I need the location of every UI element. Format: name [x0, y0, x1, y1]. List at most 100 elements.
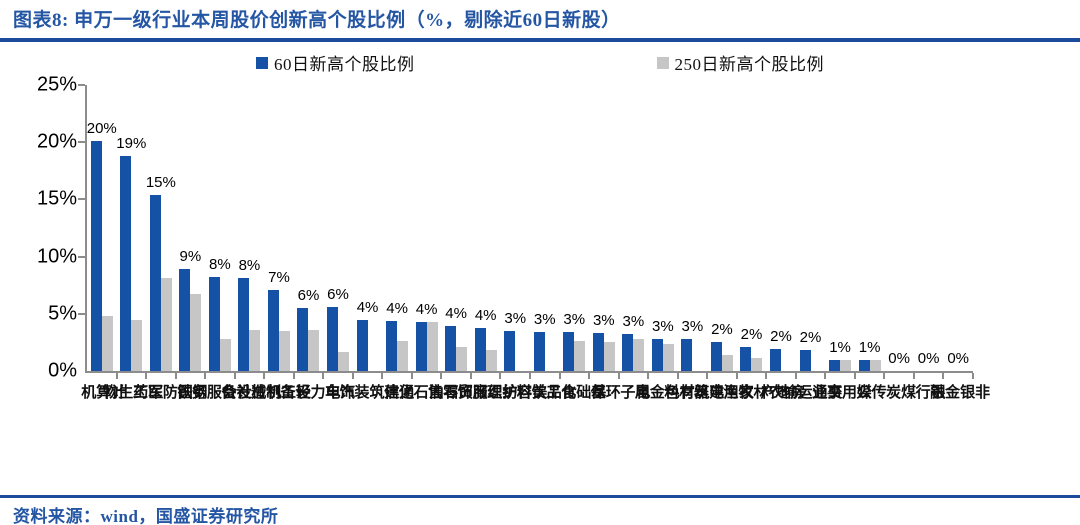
- bar-group: 6% 汽车: [323, 85, 354, 401]
- bar-value-label: 4%: [386, 300, 408, 317]
- bar-pair: [740, 347, 763, 371]
- bar-pair: [858, 360, 881, 371]
- x-axis-tick: [292, 373, 295, 379]
- bar-group: 3% 美容护理: [485, 85, 546, 401]
- bar-60d: [415, 322, 427, 371]
- bottom-divider: [0, 495, 1080, 498]
- category-label: 基础化工: [544, 384, 606, 401]
- bar-group: 0% 煤炭: [884, 85, 915, 401]
- x-axis-tick: [499, 373, 502, 379]
- bar-group: 4% 建筑装饰: [338, 85, 399, 401]
- bar-250d: [249, 330, 261, 371]
- bar-60d: [504, 331, 516, 371]
- bar-value-label: 2%: [799, 329, 822, 346]
- category-label: 有色金属: [632, 384, 694, 401]
- bar-value-label: 2%: [711, 321, 733, 338]
- bar-group: 2% 交通运输: [781, 85, 842, 401]
- x-axis-tick: [263, 373, 266, 379]
- bar-60d: [710, 342, 722, 371]
- y-axis-label: 15%: [36, 187, 77, 210]
- bar-250d: [190, 294, 202, 371]
- chart-title: 图表8: 申万一级行业本周股价创新高个股比例（%，剔除近60日新股）: [13, 10, 621, 31]
- x-axis-tick: [735, 373, 738, 379]
- legend-swatch-250d-icon: [656, 56, 669, 69]
- bar-pair: [829, 360, 852, 371]
- category-label: 房地产: [758, 384, 805, 401]
- bar-250d: [278, 331, 290, 371]
- x-axis-tick: [528, 373, 531, 379]
- category-label: 美容护理: [485, 384, 547, 401]
- category-label: 食品饮料: [514, 384, 576, 401]
- y-axis-tick: [78, 255, 85, 258]
- category-label: 传媒: [854, 384, 886, 401]
- category-label: 银行: [913, 384, 945, 401]
- bar-value-label: 3%: [563, 311, 586, 328]
- bar-pair: [504, 331, 526, 371]
- x-axis-tick: [233, 373, 236, 379]
- bar-pair: [238, 278, 261, 371]
- x-axis-tick: [440, 373, 443, 379]
- bar-60d: [179, 269, 191, 371]
- category-label: 非银金融: [928, 384, 990, 401]
- x-axis-tick: [912, 373, 915, 379]
- y-axis-label: 5%: [48, 302, 77, 325]
- bar-250d: [219, 339, 231, 371]
- bar-group: 3% 食品饮料: [515, 85, 576, 401]
- bar-250d: [308, 330, 320, 371]
- bar-group: 1% 传媒: [855, 85, 886, 401]
- category-label: 计算机: [79, 384, 126, 401]
- bar-pair: [90, 141, 113, 371]
- bar-group: 7% 轻工制造: [249, 85, 310, 401]
- bar-pair: [474, 328, 497, 371]
- x-axis-tick: [145, 373, 148, 379]
- y-axis-tick: [78, 312, 85, 315]
- bar-60d: [563, 332, 575, 371]
- bar-group: 4% 石油石化: [397, 85, 458, 401]
- category-label: 建筑材料: [662, 384, 724, 401]
- legend-label-250d: 250日新高个股比例: [674, 55, 824, 74]
- bar-pair: [179, 269, 202, 371]
- top-divider: [0, 38, 1080, 42]
- bar-value-label: 20%: [86, 120, 117, 137]
- x-axis-tick: [588, 373, 591, 379]
- bar-pair: [799, 350, 822, 371]
- x-axis-tick: [942, 373, 945, 379]
- category-label: 汽车: [323, 384, 355, 401]
- x-axis-tick: [617, 373, 620, 379]
- bar-60d: [829, 360, 841, 371]
- bar-pair: [386, 321, 409, 371]
- x-axis-tick: [794, 373, 797, 379]
- bar-value-label: 8%: [238, 257, 261, 274]
- bar-250d: [751, 358, 763, 371]
- bar-60d: [238, 278, 250, 371]
- bar-group: 3% 基础化工: [544, 85, 605, 401]
- bar-group: 19% 医药生物: [101, 85, 162, 401]
- category-label: 公用事业: [810, 384, 872, 401]
- bar-pair: [445, 326, 468, 371]
- bar-pair: [710, 342, 733, 371]
- bar-value-label: 4%: [445, 305, 467, 322]
- bar-250d: [840, 360, 852, 371]
- x-axis-tick: [115, 373, 118, 379]
- bar-pair: [327, 307, 350, 371]
- x-axis-tick: [351, 373, 354, 379]
- y-axis-label: 0%: [48, 359, 77, 382]
- bar-group: 2% 家用电器: [692, 85, 753, 401]
- bar-250d: [603, 342, 615, 371]
- bar-value-label: 3%: [652, 318, 674, 335]
- category-label: 医药生物: [101, 384, 163, 401]
- bar-60d: [769, 349, 781, 371]
- bar-value-label: 3%: [533, 311, 556, 328]
- bar-pair: [297, 308, 320, 371]
- bar-group: 0% 非银金融: [928, 85, 989, 401]
- bar-group: 4% 通信: [382, 85, 413, 401]
- bar-60d: [445, 326, 457, 371]
- y-axis-tick: [78, 141, 85, 144]
- bar-value-label: 4%: [356, 299, 379, 316]
- bar-groups: 20% 计算机 19% 医药生物 15% 国防军工 9% 钢铁 8% 社会服务 8% 机械设备 7% 轻工…: [79, 85, 989, 401]
- x-axis-tick: [706, 373, 709, 379]
- bar-value-label: 0%: [917, 350, 940, 367]
- bar-group: 8% 社会服务: [190, 85, 251, 401]
- x-axis-tick: [971, 373, 974, 379]
